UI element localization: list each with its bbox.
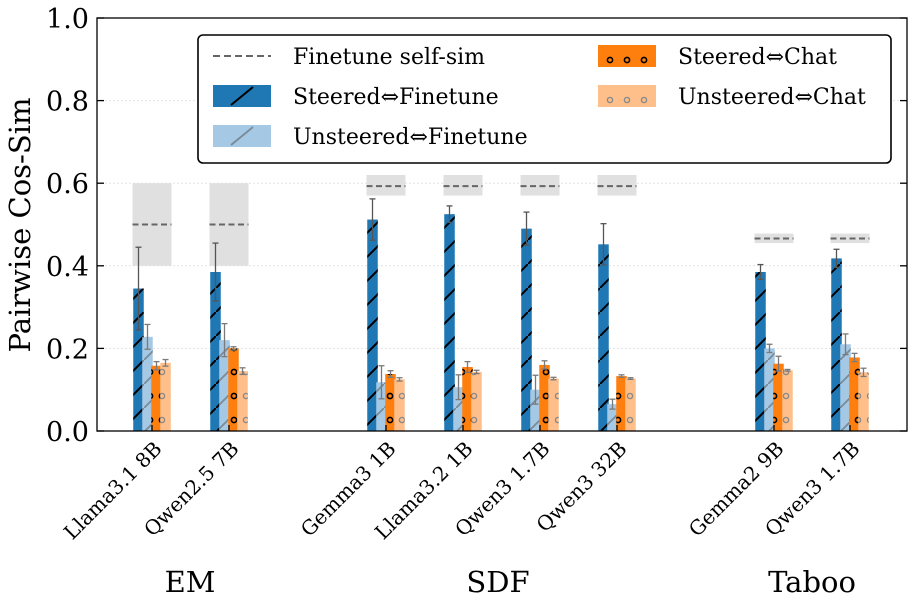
group-label: Taboo	[768, 565, 856, 599]
legend-swatch-steered-chat-dot	[640, 56, 648, 64]
bar-pattern-steered-finetune	[210, 271, 221, 431]
legend-swatch-steered-finetune-hatch	[230, 86, 254, 106]
legend: Finetune self-sim Steered⇔Finetune Unste…	[197, 34, 892, 164]
bar-pattern-unsteered-chat	[548, 378, 559, 431]
bar-pattern-steered-chat	[462, 366, 473, 431]
bar-pattern-unsteered-chat	[160, 362, 171, 431]
y-axis: 0.0 0.2 0.4 0.6 0.8 1.0	[46, 4, 907, 448]
legend-label-unsteered-chat: Unsteered⇔Chat	[678, 85, 866, 110]
legend-swatch-steered-chat-dot	[623, 56, 631, 64]
bar-pattern-steered-chat	[616, 376, 627, 431]
y-tick-label: 0.0	[46, 417, 89, 448]
bar-pattern-steered-chat	[539, 364, 550, 431]
legend-swatch-steered-chat	[598, 45, 656, 67]
error-bars	[135, 198, 867, 410]
legend-swatch-unsteered-chat-dot	[606, 96, 614, 104]
bar-pattern-unsteered-finetune	[764, 348, 775, 431]
legend-swatch-unsteered-chat-dot	[640, 96, 648, 104]
bar-pattern-steered-finetune	[133, 288, 144, 431]
bar-pattern-unsteered-chat	[394, 379, 405, 431]
legend-swatch-steered-chat-dot	[606, 56, 614, 64]
bar-pattern-unsteered-chat	[237, 371, 248, 431]
bar-pattern-unsteered-chat	[471, 371, 482, 431]
bar-pattern-steered-finetune	[521, 228, 532, 431]
y-tick-label: 0.8	[46, 87, 89, 118]
bar-pattern-steered-finetune	[367, 219, 378, 431]
bar-pattern-steered-chat	[773, 363, 784, 431]
y-tick-label: 0.2	[46, 334, 89, 365]
legend-frame	[197, 34, 892, 164]
legend-label-steered-finetune: Steered⇔Finetune	[293, 85, 499, 110]
self-sim-bands	[132, 174, 870, 266]
bars	[133, 214, 869, 431]
bar-pattern-unsteered-finetune	[219, 340, 230, 431]
bar-pattern-steered-finetune	[755, 271, 766, 431]
bar-pattern-unsteered-chat	[625, 378, 636, 431]
bar-pattern-unsteered-finetune	[453, 387, 464, 431]
legend-label-finetune-self-sim: Finetune self-sim	[293, 45, 485, 70]
bar-pattern-steered-finetune	[444, 214, 455, 431]
bar-pattern-steered-chat	[385, 374, 396, 431]
bar-pattern-steered-chat	[151, 365, 162, 431]
legend-label-steered-chat: Steered⇔Chat	[678, 45, 837, 70]
legend-swatch-unsteered-finetune-hatch	[230, 126, 254, 146]
bar-pattern-unsteered-chat	[858, 372, 869, 431]
legend-swatch-unsteered-chat-dot	[623, 96, 631, 104]
y-tick-label: 0.4	[46, 252, 89, 283]
bar-pattern-steered-finetune	[598, 244, 609, 431]
legend-label-unsteered-finetune: Unsteered⇔Finetune	[293, 125, 528, 150]
bar-pattern-unsteered-finetune	[840, 344, 851, 431]
group-label: SDF	[466, 565, 529, 599]
bar-pattern-unsteered-finetune	[530, 389, 541, 431]
plot-frame	[96, 17, 908, 432]
bar-pattern-steered-finetune	[831, 258, 842, 431]
group-label: EM	[165, 565, 216, 599]
bar-pattern-steered-chat	[849, 357, 860, 431]
bar-pattern-unsteered-chat	[782, 370, 793, 431]
bar-pattern-unsteered-finetune	[607, 404, 618, 431]
legend-swatch-unsteered-chat	[598, 85, 656, 107]
y-tick-label: 1.0	[46, 4, 89, 35]
bar-pattern-steered-chat	[228, 348, 239, 431]
bar-pattern-unsteered-finetune	[376, 382, 387, 431]
bar-pattern-unsteered-finetune	[142, 336, 153, 431]
self-sim-lines	[132, 185, 870, 240]
y-axis-label: Pairwise Cos-Sim	[3, 98, 37, 353]
y-tick-label: 0.6	[46, 169, 89, 200]
